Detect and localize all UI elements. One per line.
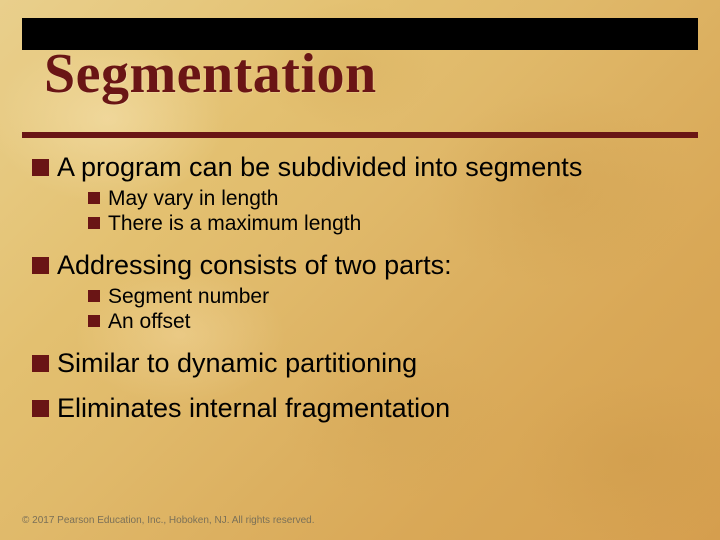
slide: Segmentation A program can be subdivided… [0, 0, 720, 540]
sub-bullet-item: An offset [88, 310, 695, 334]
square-bullet-icon [88, 290, 100, 302]
sub-bullet-text: There is a maximum length [108, 212, 361, 236]
square-bullet-icon [32, 257, 49, 274]
square-bullet-icon [32, 400, 49, 417]
bullet-text: A program can be subdivided into segment… [57, 152, 582, 183]
square-bullet-icon [88, 192, 100, 204]
square-bullet-icon [88, 315, 100, 327]
bullet-text: Addressing consists of two parts: [57, 250, 452, 281]
slide-content: A program can be subdivided into segment… [32, 152, 695, 426]
sub-bullet-item: Segment number [88, 285, 695, 309]
bullet-item: Similar to dynamic partitioning [32, 348, 695, 379]
sub-bullet-text: Segment number [108, 285, 269, 309]
sub-bullet-item: May vary in length [88, 187, 695, 211]
bullet-item: Addressing consists of two parts: [32, 250, 695, 281]
square-bullet-icon [88, 217, 100, 229]
sub-bullet-text: May vary in length [108, 187, 278, 211]
sub-bullet-item: There is a maximum length [88, 212, 695, 236]
sub-bullet-list: Segment number An offset [88, 285, 695, 334]
sub-bullet-list: May vary in length There is a maximum le… [88, 187, 695, 236]
square-bullet-icon [32, 159, 49, 176]
bullet-text: Eliminates internal fragmentation [57, 393, 450, 424]
slide-title: Segmentation [44, 42, 377, 106]
bullet-item: A program can be subdivided into segment… [32, 152, 695, 183]
bullet-item: Eliminates internal fragmentation [32, 393, 695, 424]
sub-bullet-text: An offset [108, 310, 191, 334]
title-divider [22, 132, 698, 138]
square-bullet-icon [32, 355, 49, 372]
bullet-text: Similar to dynamic partitioning [57, 348, 417, 379]
copyright-footer: © 2017 Pearson Education, Inc., Hoboken,… [22, 515, 315, 526]
